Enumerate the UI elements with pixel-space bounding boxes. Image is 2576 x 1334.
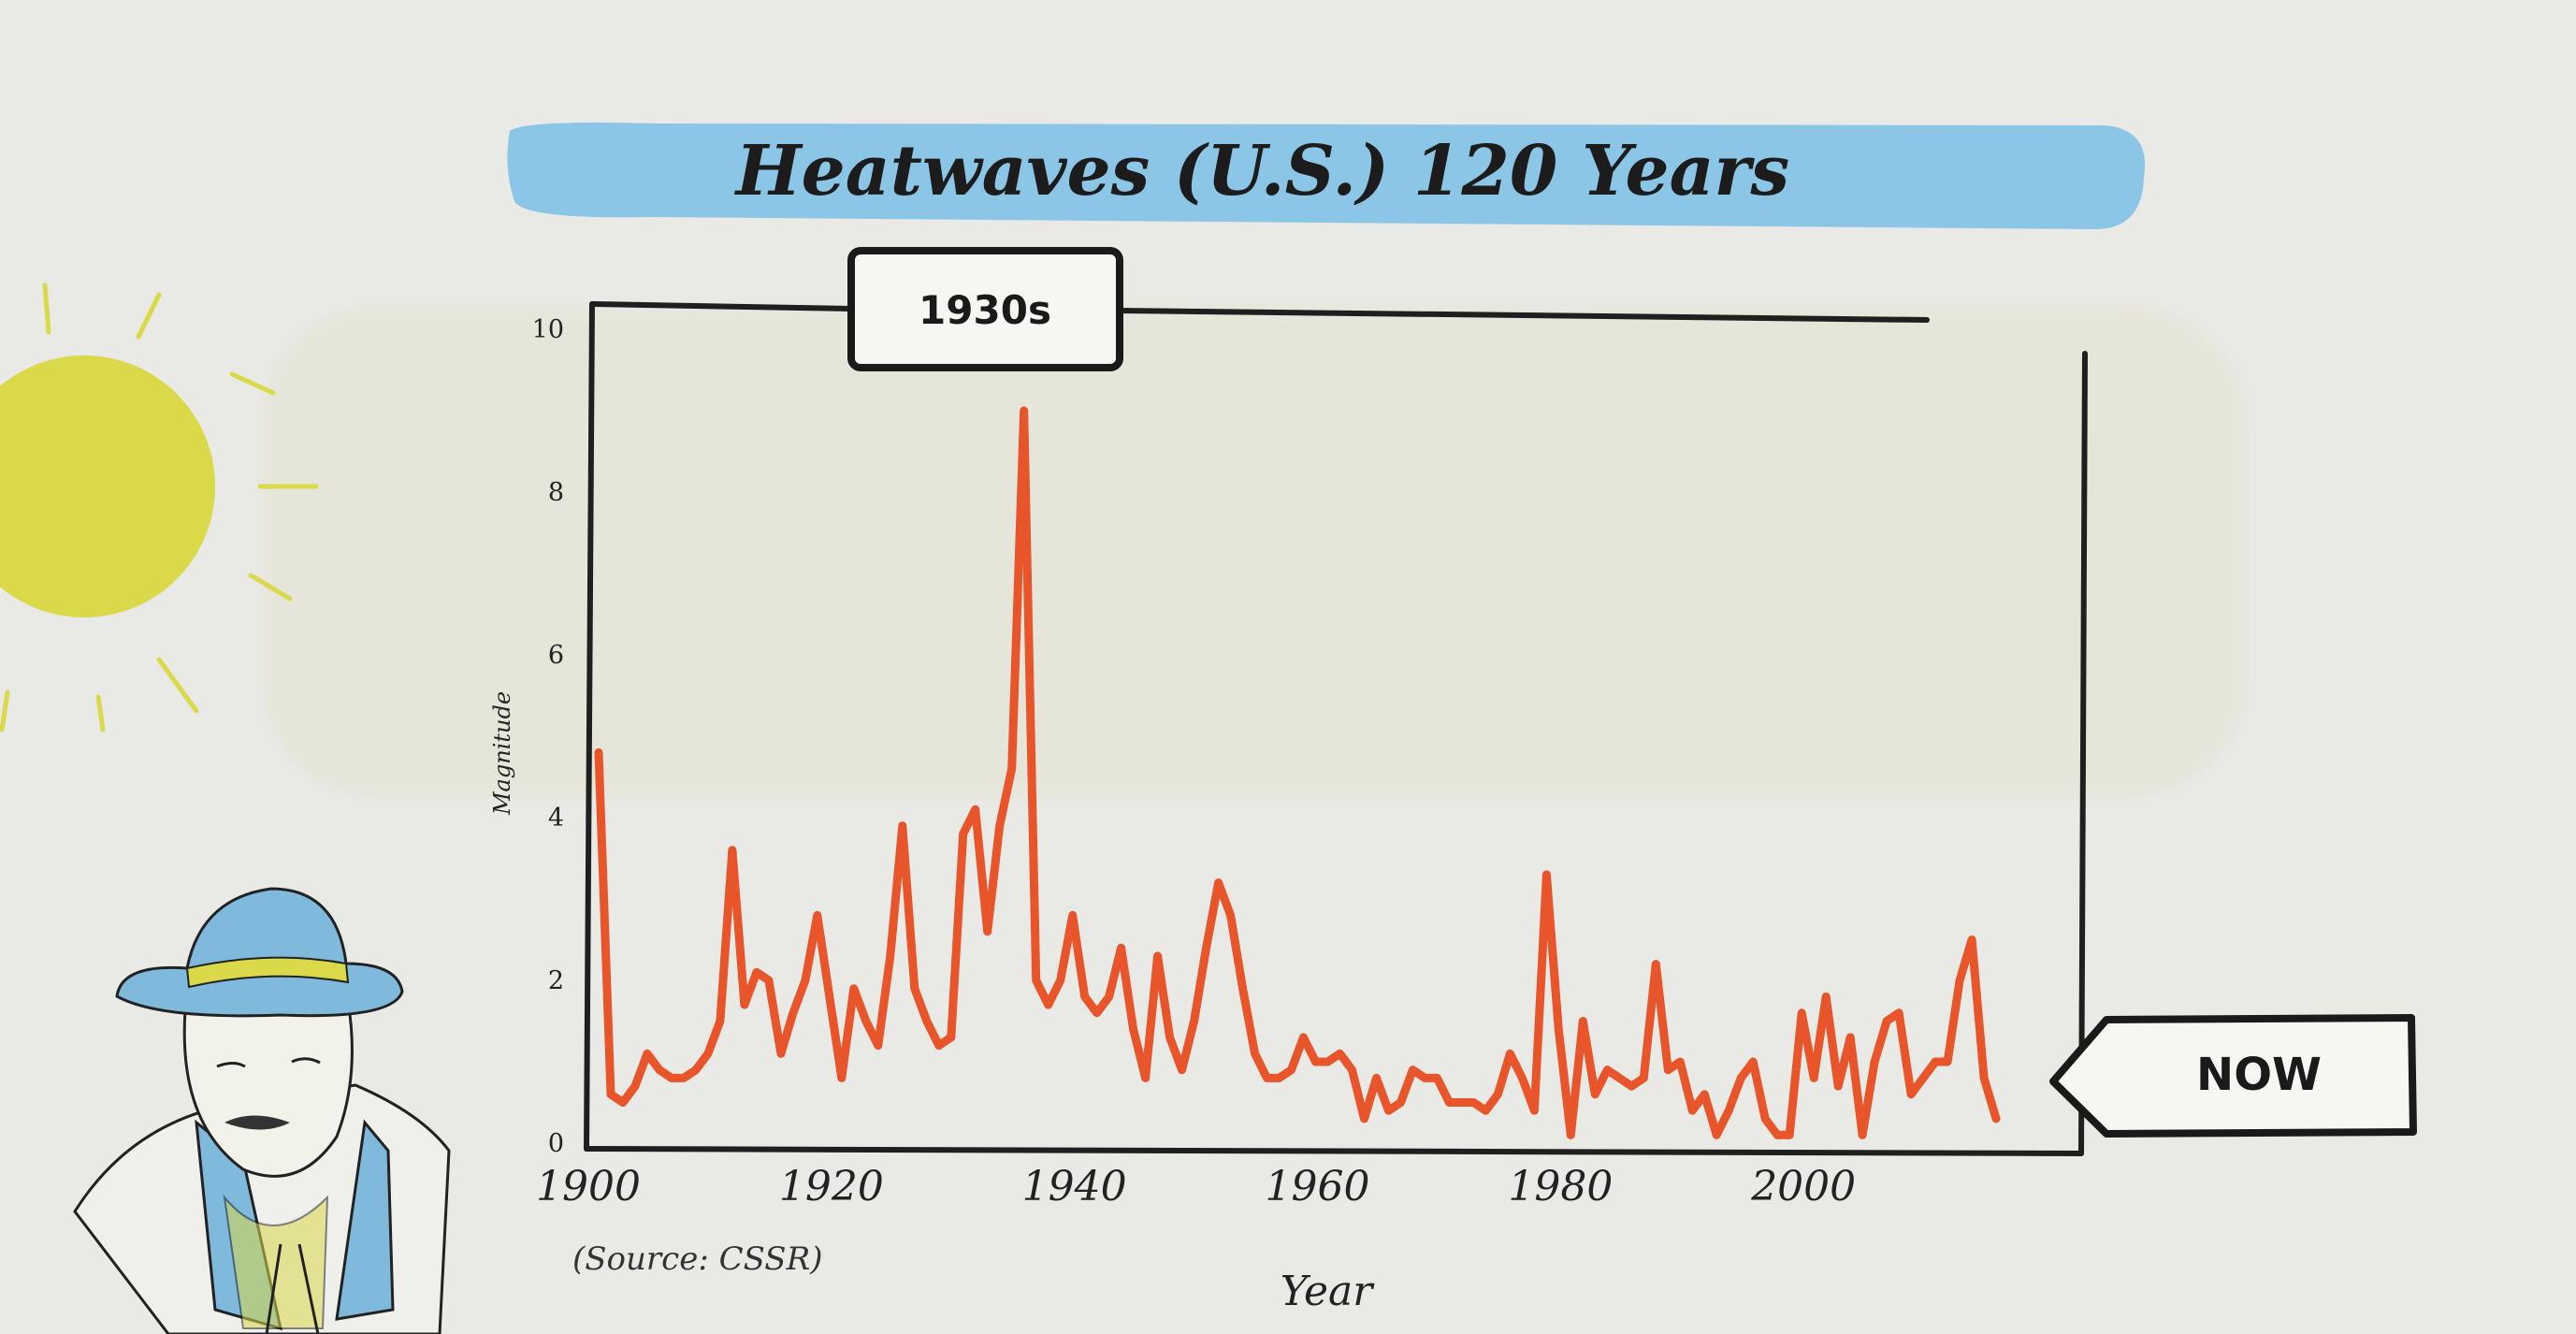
heatwave-series-line xyxy=(594,406,2001,1139)
x-tick-label: 1960 xyxy=(1266,1163,1370,1211)
y-tick-label: 8 xyxy=(548,478,564,507)
y-tick-label: 0 xyxy=(548,1129,564,1158)
background-wash xyxy=(262,309,2245,795)
y-tick-label: 2 xyxy=(548,966,564,995)
title-banner xyxy=(507,123,2146,229)
x-axis-label: Year xyxy=(1281,1268,1375,1315)
x-tick-label: 1940 xyxy=(1022,1163,1127,1211)
x-tick-label: 1900 xyxy=(536,1163,641,1211)
y-tick-label: 4 xyxy=(548,804,564,833)
y-tick-label: 10 xyxy=(532,315,564,344)
x-tick-label: 2000 xyxy=(1750,1163,1856,1211)
y-axis-label: Magnitude xyxy=(489,691,515,816)
y-tick-label: 6 xyxy=(548,641,564,670)
farmer-illustration xyxy=(73,887,451,1334)
callout-now: NOW xyxy=(2049,1014,2417,1138)
callout-1930s-label: 1930s xyxy=(919,287,1051,333)
callout-now-label: NOW xyxy=(2196,1049,2322,1101)
x-axis-ticks: 1900 1920 1940 1960 1980 2000 xyxy=(536,1163,1856,1211)
x-tick-label: 1980 xyxy=(1508,1163,1613,1211)
x-tick-label: 1920 xyxy=(779,1163,884,1211)
chart-title: Heatwaves (U.S.) 120 Years xyxy=(734,131,1789,211)
callout-1930s: 1930s xyxy=(847,247,1123,371)
plot-frame xyxy=(584,301,2088,1156)
sun-illustration xyxy=(0,283,319,732)
y-axis-ticks: 0 2 4 6 8 10 xyxy=(532,315,564,1158)
source-note: (Source: CSSR) xyxy=(572,1240,822,1278)
